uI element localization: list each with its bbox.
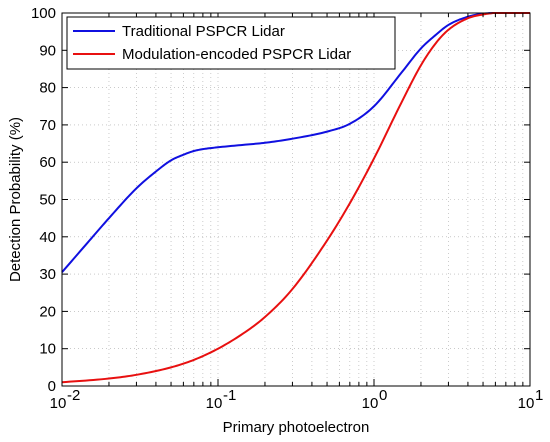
legend-label-traditional: Traditional PSPCR Lidar: [122, 23, 285, 40]
y-tick-label: 30: [39, 266, 56, 283]
x-tick-exponent: 1: [535, 387, 543, 404]
x-tick-exponent: 0: [379, 387, 387, 404]
x-tick-labels: 10 -2 10 -1 10 0 10 1: [50, 387, 544, 412]
x-axis-title: Primary photoelectron: [223, 419, 370, 436]
legend: Traditional PSPCR Lidar Modulation-encod…: [66, 16, 396, 70]
legend-label-modulation: Modulation-encoded PSPCR Lidar: [122, 46, 351, 63]
y-axis-title: Detection Probability (%): [7, 117, 24, 282]
y-tick-label: 0: [48, 378, 56, 395]
x-tick-exponent: -1: [223, 387, 236, 404]
x-tick-exponent: -2: [67, 387, 80, 404]
y-tick-label: 20: [39, 303, 56, 320]
y-tick-label: 90: [39, 42, 56, 59]
series-line-1: [61, 12, 530, 384]
y-tick-label: 40: [39, 229, 56, 246]
y-tick-label: 80: [39, 80, 56, 97]
y-tick-labels: 0 10 20 30 40 50 60 70 80 90 100: [31, 5, 56, 395]
legend-box: [66, 16, 396, 70]
x-tick-label: 10: [362, 395, 379, 412]
y-tick-label: 60: [39, 154, 56, 171]
x-tick-label: 10: [206, 395, 223, 412]
x-tick-label: 10: [50, 395, 67, 412]
y-tick-label: 100: [31, 5, 56, 22]
plot-area: [62, 13, 530, 386]
y-tick-label: 70: [39, 117, 56, 134]
y-tick-label: 50: [39, 192, 56, 209]
y-tick-label: 10: [39, 341, 56, 358]
x-tick-label: 10: [518, 395, 535, 412]
